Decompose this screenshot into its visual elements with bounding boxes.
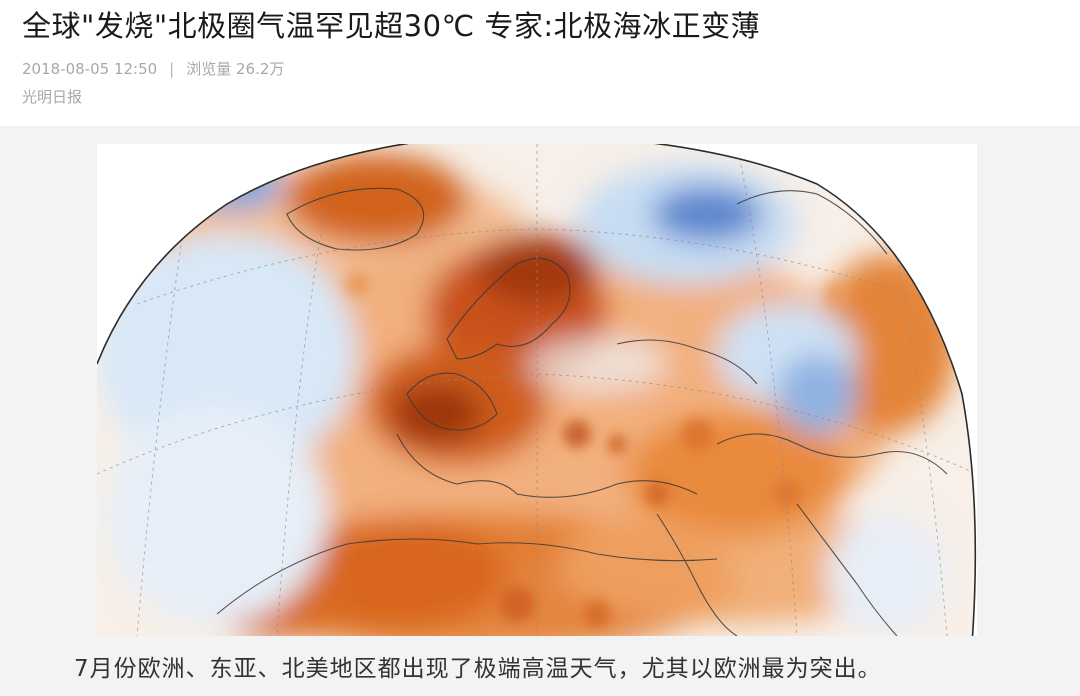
view-count: 浏览量 26.2万 — [186, 60, 285, 78]
article-meta: 2018-08-05 12:50 | 浏览量 26.2万 — [22, 58, 284, 79]
article-body: 7月份欧洲、东亚、北美地区都出现了极端高温天气，尤其以欧洲最为突出。 — [0, 126, 1080, 696]
article-title: 全球"发烧"北极圈气温罕见超30℃ 专家:北极海冰正变薄 — [22, 9, 761, 43]
meta-separator: | — [169, 60, 175, 78]
figure-caption: 7月份欧洲、东亚、北美地区都出现了极端高温天气，尤其以欧洲最为突出。 — [74, 656, 882, 682]
article-header: 全球"发烧"北极圈气温罕见超30℃ 专家:北极海冰正变薄 2018-08-05 … — [0, 0, 1080, 126]
globe-map-graphic — [97, 144, 977, 636]
article-source[interactable]: 光明日报 — [22, 88, 83, 106]
publish-date: 2018-08-05 12:50 — [22, 60, 158, 78]
temperature-anomaly-map — [97, 144, 977, 636]
